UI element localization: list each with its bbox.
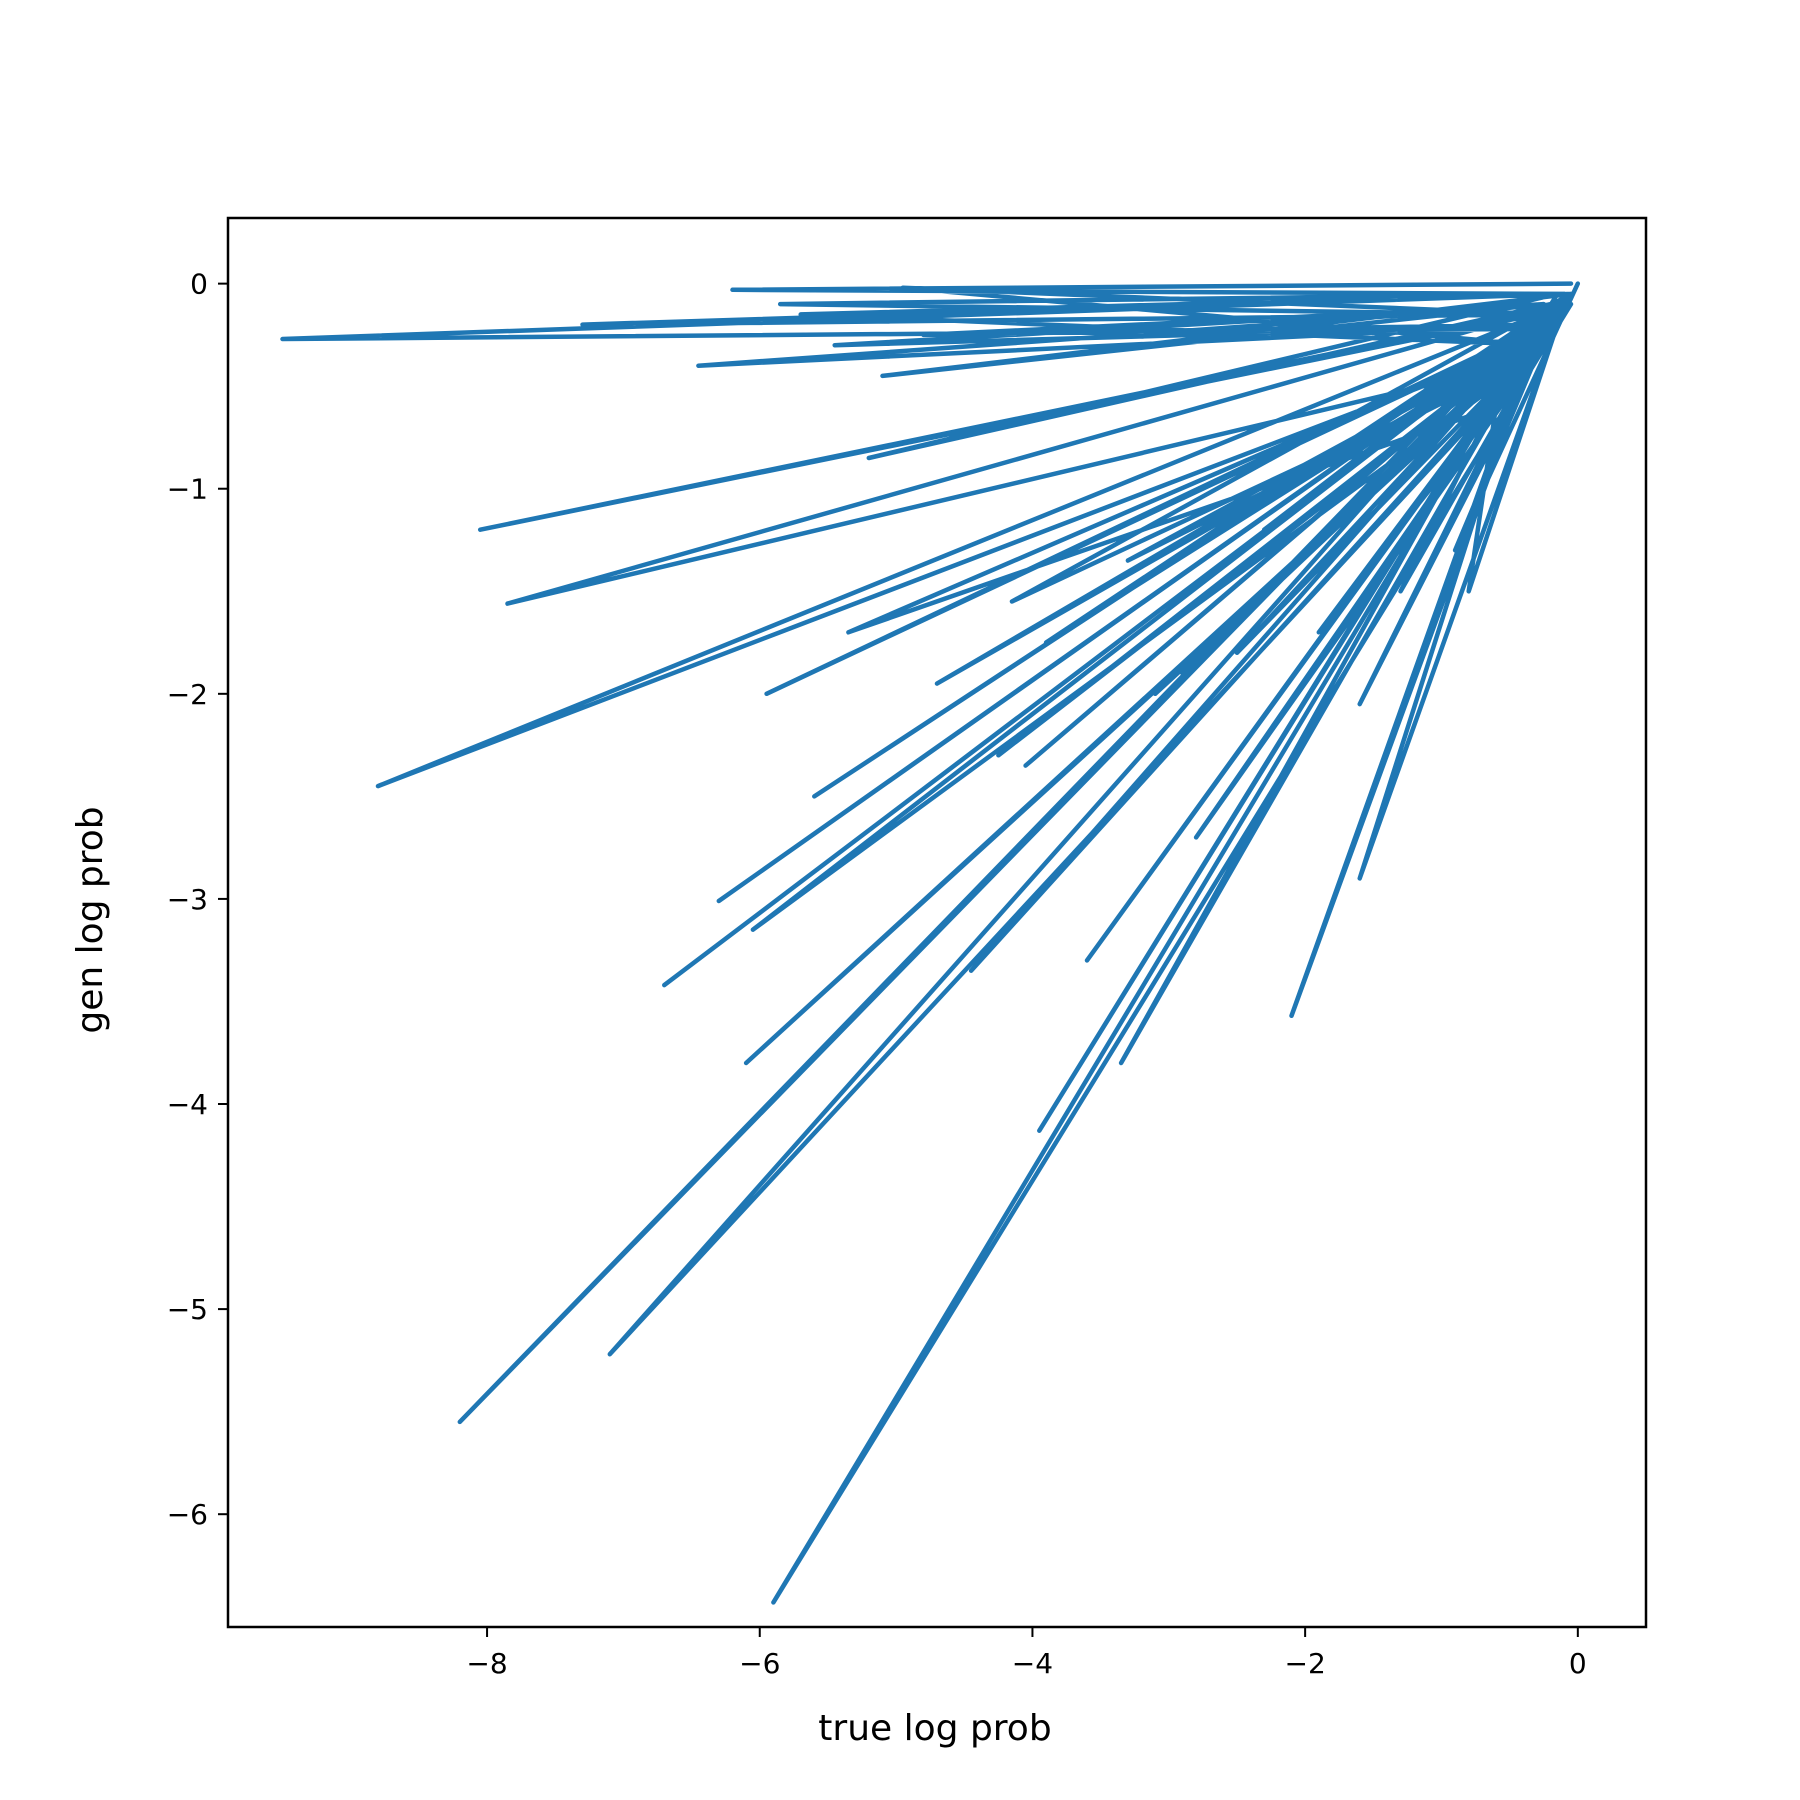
y-tick-label-2: −2 (167, 678, 208, 711)
y-tick-label-0: 0 (190, 268, 208, 301)
y-tick-label-6: −6 (167, 1498, 208, 1531)
x-tick-label-4: 0 (1569, 1647, 1587, 1680)
x-axis-label: true log prob (818, 1708, 1051, 1749)
plot-area (280, 281, 1581, 1605)
y-axis-label: gen log prob (70, 806, 111, 1033)
plot-frame (226, 216, 1648, 1629)
axes: −8 −6 −4 −2 0 0 −1 −2 −3 −4 −5 −6 (167, 216, 1648, 1680)
y-tick-label-1: −1 (167, 473, 208, 506)
x-tick-label-3: −2 (1284, 1647, 1325, 1680)
y-tick-label-5: −5 (167, 1293, 208, 1326)
x-tick-label-2: −4 (1012, 1647, 1053, 1680)
x-tick-label-1: −6 (739, 1647, 780, 1680)
series-line-0 (280, 281, 1581, 1605)
y-tick-label-3: −3 (167, 883, 208, 916)
x-tick-label-0: −8 (466, 1647, 507, 1680)
y-tick-label-4: −4 (167, 1088, 208, 1121)
